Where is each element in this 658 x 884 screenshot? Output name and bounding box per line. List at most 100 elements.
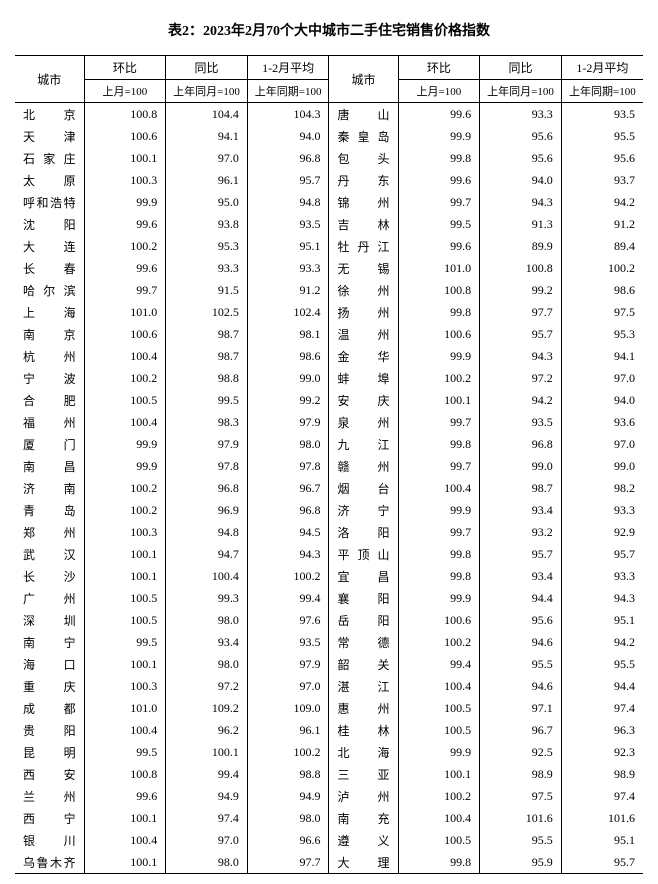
city-cell: 丹 东: [329, 169, 398, 191]
table-row: 南 昌99.997.897.8赣 州99.799.099.0: [15, 455, 643, 477]
yoy-cell: 98.3: [166, 411, 248, 433]
city-cell: 遵 义: [329, 829, 398, 851]
table-row: 太 原100.396.195.7丹 东99.694.093.7: [15, 169, 643, 191]
table-row: 青 岛100.296.996.8济 宁99.993.493.3: [15, 499, 643, 521]
avg-cell: 93.3: [247, 257, 329, 279]
avg-cell: 97.5: [561, 301, 643, 323]
price-index-table: 城市 环比 同比 1-2月平均 城市 环比 同比 1-2月平均 上月=100 上…: [15, 55, 643, 874]
table-row: 郑 州100.394.894.5洛 阳99.793.292.9: [15, 521, 643, 543]
mom-cell: 100.5: [398, 697, 480, 719]
mom-cell: 100.4: [398, 477, 480, 499]
yoy-cell: 94.6: [480, 631, 562, 653]
avg-cell: 94.5: [247, 521, 329, 543]
avg-cell: 99.0: [247, 367, 329, 389]
yoy-cell: 93.4: [166, 631, 248, 653]
mom-cell: 100.4: [84, 719, 166, 741]
avg-cell: 100.2: [247, 565, 329, 587]
mom-cell: 100.5: [398, 829, 480, 851]
mom-cell: 100.1: [398, 389, 480, 411]
yoy-cell: 94.9: [166, 785, 248, 807]
mom-cell: 100.5: [398, 719, 480, 741]
table-row: 厦 门99.997.998.0九 江99.896.897.0: [15, 433, 643, 455]
city-cell: 哈 尔 滨: [15, 279, 84, 301]
city-cell: 昆 明: [15, 741, 84, 763]
yoy-cell: 99.5: [166, 389, 248, 411]
table-row: 广 州100.599.399.4襄 阳99.994.494.3: [15, 587, 643, 609]
table-row: 合 肥100.599.599.2安 庆100.194.294.0: [15, 389, 643, 411]
city-cell: 武 汉: [15, 543, 84, 565]
mom-cell: 100.1: [84, 565, 166, 587]
mom-cell: 99.8: [398, 147, 480, 169]
avg-cell: 95.3: [561, 323, 643, 345]
table-row: 呼和浩特99.995.094.8锦 州99.794.394.2: [15, 191, 643, 213]
yoy-cell: 96.9: [166, 499, 248, 521]
mom-cell: 99.5: [84, 741, 166, 763]
yoy-cell: 95.5: [480, 653, 562, 675]
table-row: 南 宁99.593.493.5常 德100.294.694.2: [15, 631, 643, 653]
avg-cell: 96.8: [247, 147, 329, 169]
table-row: 大 连100.295.395.1牡 丹 江99.689.989.4: [15, 235, 643, 257]
city-cell: 金 华: [329, 345, 398, 367]
table-row: 天 津100.694.194.0秦 皇 岛99.995.695.5: [15, 125, 643, 147]
header-avg-right: 1-2月平均: [561, 56, 643, 80]
city-cell: 常 德: [329, 631, 398, 653]
avg-cell: 95.7: [561, 543, 643, 565]
mom-cell: 100.5: [84, 609, 166, 631]
yoy-cell: 96.2: [166, 719, 248, 741]
mom-cell: 100.1: [84, 147, 166, 169]
table-body: 北 京100.8104.4104.3唐 山99.693.393.5天 津100.…: [15, 103, 643, 874]
avg-cell: 93.5: [247, 213, 329, 235]
mom-cell: 100.1: [84, 851, 166, 874]
yoy-cell: 100.1: [166, 741, 248, 763]
yoy-cell: 109.2: [166, 697, 248, 719]
yoy-cell: 93.4: [480, 499, 562, 521]
yoy-cell: 96.8: [166, 477, 248, 499]
avg-cell: 95.1: [247, 235, 329, 257]
avg-cell: 96.8: [247, 499, 329, 521]
city-cell: 青 岛: [15, 499, 84, 521]
avg-cell: 96.1: [247, 719, 329, 741]
avg-cell: 94.2: [561, 631, 643, 653]
city-cell: 洛 阳: [329, 521, 398, 543]
table-row: 银 川100.497.096.6遵 义100.595.595.1: [15, 829, 643, 851]
mom-cell: 99.9: [398, 741, 480, 763]
mom-cell: 100.2: [84, 367, 166, 389]
yoy-cell: 97.0: [166, 829, 248, 851]
avg-cell: 91.2: [247, 279, 329, 301]
table-row: 长 沙100.1100.4100.2宜 昌99.893.493.3: [15, 565, 643, 587]
avg-cell: 98.0: [247, 433, 329, 455]
mom-cell: 99.7: [84, 279, 166, 301]
mom-cell: 99.9: [398, 345, 480, 367]
avg-cell: 97.0: [561, 433, 643, 455]
avg-cell: 104.3: [247, 103, 329, 126]
avg-cell: 95.5: [561, 125, 643, 147]
subheader-avg-right: 上年同期=100: [561, 80, 643, 103]
avg-cell: 95.6: [561, 147, 643, 169]
avg-cell: 94.2: [561, 191, 643, 213]
city-cell: 广 州: [15, 587, 84, 609]
city-cell: 襄 阳: [329, 587, 398, 609]
avg-cell: 91.2: [561, 213, 643, 235]
avg-cell: 98.2: [561, 477, 643, 499]
avg-cell: 96.3: [561, 719, 643, 741]
city-cell: 温 州: [329, 323, 398, 345]
yoy-cell: 95.3: [166, 235, 248, 257]
city-cell: 锦 州: [329, 191, 398, 213]
mom-cell: 100.6: [84, 125, 166, 147]
city-cell: 沈 阳: [15, 213, 84, 235]
mom-cell: 100.1: [84, 543, 166, 565]
avg-cell: 98.9: [561, 763, 643, 785]
avg-cell: 97.9: [247, 653, 329, 675]
city-cell: 重 庆: [15, 675, 84, 697]
mom-cell: 99.9: [84, 433, 166, 455]
yoy-cell: 97.4: [166, 807, 248, 829]
yoy-cell: 96.7: [480, 719, 562, 741]
mom-cell: 100.8: [84, 763, 166, 785]
avg-cell: 92.9: [561, 521, 643, 543]
table-row: 宁 波100.298.899.0蚌 埠100.297.297.0: [15, 367, 643, 389]
city-cell: 湛 江: [329, 675, 398, 697]
yoy-cell: 101.6: [480, 807, 562, 829]
mom-cell: 100.2: [398, 785, 480, 807]
yoy-cell: 97.1: [480, 697, 562, 719]
yoy-cell: 95.0: [166, 191, 248, 213]
